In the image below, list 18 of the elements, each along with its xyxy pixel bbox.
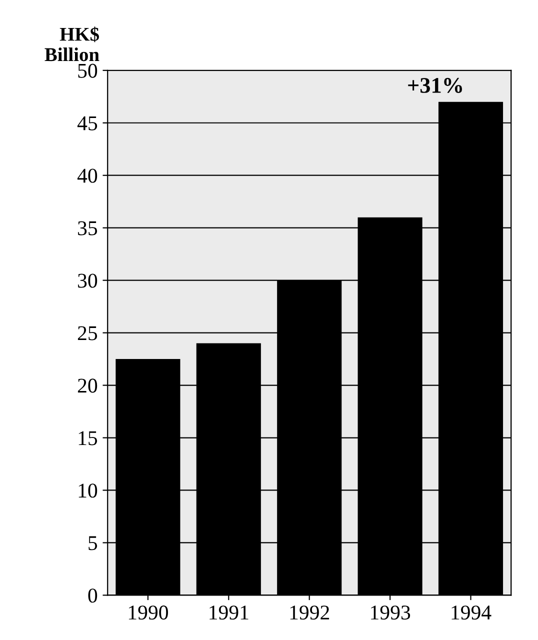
y-tick-label: 10	[78, 484, 98, 498]
y-tick-label: 45	[77, 116, 98, 130]
x-tick-label: 1991	[210, 606, 248, 620]
annotation: +31%	[408, 78, 462, 94]
y-tick-label: 15	[78, 431, 98, 446]
y-tick-label: 25	[78, 326, 98, 340]
y-tick-label: 35	[78, 221, 98, 236]
x-tick-label: 1990	[128, 606, 168, 620]
y-tick-label: 0	[88, 588, 98, 603]
x-tick-label: 1992	[290, 606, 330, 620]
y-tick-label: 30	[78, 274, 98, 288]
y-tick-label: 5	[88, 536, 98, 550]
x-tick-label: 1993	[371, 606, 410, 620]
y-tick-label: 50	[78, 64, 98, 78]
y-axis-title: HK$ Billion	[44, 26, 100, 62]
x-tick-label: 1994	[452, 606, 492, 620]
y-tick-label: 40	[77, 168, 98, 183]
y-tick-label: 20	[78, 378, 98, 393]
